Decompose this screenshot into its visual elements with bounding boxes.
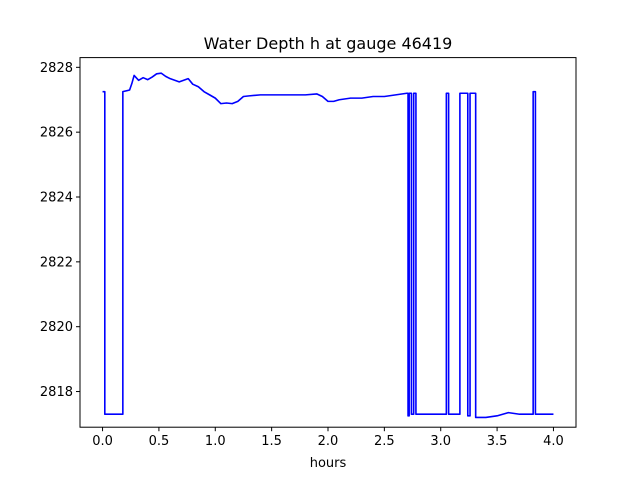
x-tick-label: 1.5 [261, 434, 282, 449]
y-tick-label: 2822 [40, 255, 73, 270]
x-tick-label: 2.5 [374, 434, 395, 449]
y-tick-label: 2826 [40, 126, 73, 141]
x-tick-label: 0.5 [149, 434, 170, 449]
series-layer [102, 72, 554, 419]
y-tick-label: 2828 [40, 61, 73, 76]
x-axis-label: hours [310, 456, 347, 471]
x-tick-label: 2.0 [318, 434, 339, 449]
y-tick-label: 2820 [40, 320, 73, 335]
series-line-0 [102, 72, 554, 419]
chart-title: Water Depth h at gauge 46419 [204, 34, 453, 53]
plot-area [80, 57, 576, 428]
y-axis: 2818 2820 2822 2824 2826 2828 [40, 61, 80, 400]
x-tick-label: 4.0 [543, 434, 564, 449]
x-tick-label: 3.0 [430, 434, 451, 449]
y-tick-label: 2824 [40, 191, 73, 206]
x-tick-label: 3.5 [487, 434, 508, 449]
x-tick-label: 1.0 [205, 434, 226, 449]
x-tick-label: 0.0 [92, 434, 113, 449]
y-tick-label: 2818 [40, 385, 73, 400]
x-axis: 0.0 0.5 1.0 1.5 2.0 2.5 3.0 3.5 4.0 [92, 427, 564, 449]
